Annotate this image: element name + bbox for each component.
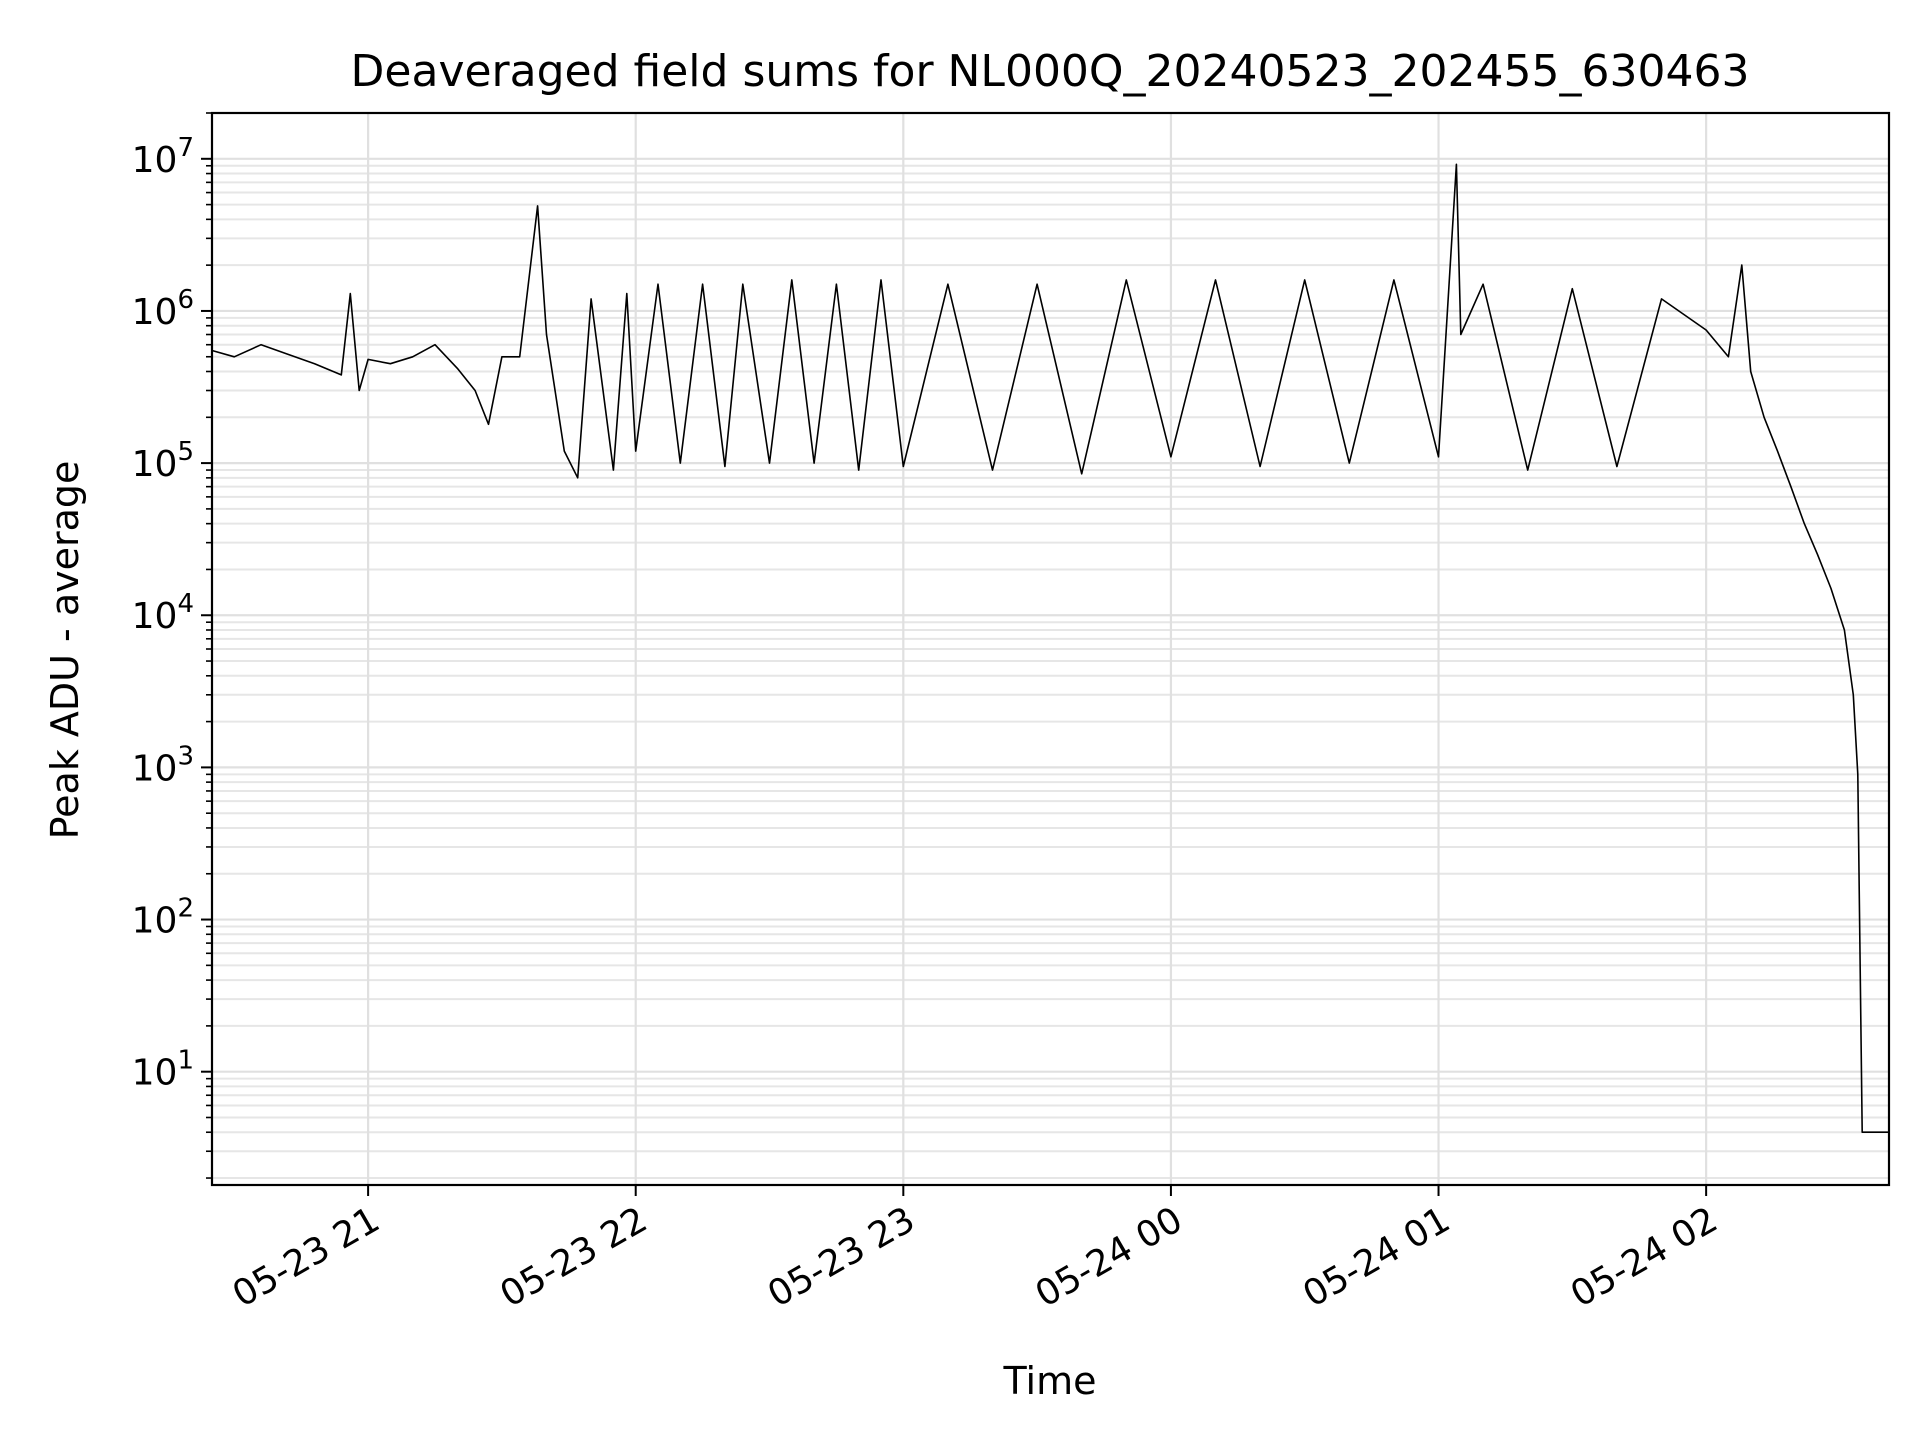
y-tick-label: 105 [132,437,194,485]
y-tick-label: 102 [132,894,194,942]
y-axis-label: Peak ADU - average [43,461,87,840]
y-tick-label: 104 [132,589,194,637]
y-axis-ticks: 101 102 103 104 105 106 107 [132,112,212,1179]
grid-layer [212,112,1889,1185]
series-layer [211,163,1889,1133]
y-tick-label: 106 [132,285,194,333]
y-tick-label: 101 [132,1046,194,1094]
y-tick-label: 107 [132,133,194,181]
y-tick-label: 103 [132,741,194,789]
series-line [211,163,1889,1133]
x-axis-label: Time [1003,1359,1097,1403]
chart-title: Deaveraged field sums for NL000Q_2024052… [351,46,1750,97]
